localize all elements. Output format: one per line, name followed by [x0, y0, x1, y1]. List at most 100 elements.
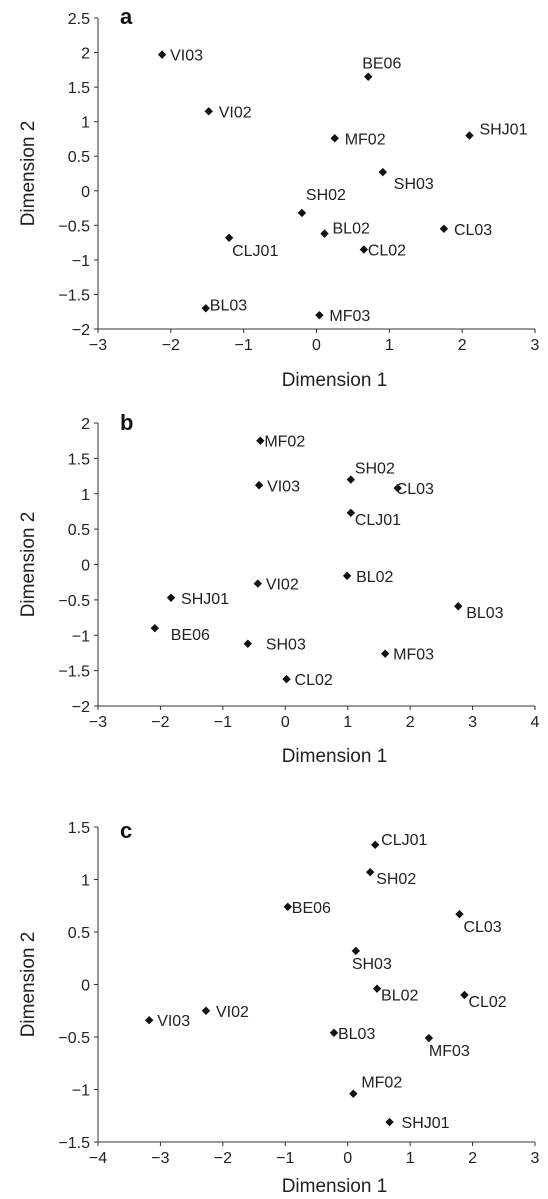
x-tick-label: 3 [531, 1150, 540, 1167]
y-tick-label: 1 [81, 873, 90, 890]
data-point-label: VI02 [219, 104, 252, 121]
data-point-label: BE06 [362, 56, 401, 73]
data-point-label: SHJ01 [181, 591, 229, 608]
y-tick-label: −0.5 [58, 218, 90, 235]
data-point-marker [372, 984, 382, 993]
x-tick-label: −2 [151, 714, 169, 731]
data-point-label: CL03 [454, 222, 492, 239]
data-point-marker [157, 50, 167, 59]
data-point-marker [329, 1028, 339, 1037]
data-point-label: BL02 [333, 221, 370, 238]
x-tick-label: 1 [406, 1150, 415, 1167]
data-point-marker [201, 1006, 211, 1015]
data-point-label: SH02 [306, 187, 346, 204]
y-tick-label: −0.5 [58, 1030, 90, 1047]
y-tick-label: −2 [72, 699, 90, 716]
x-tick-label: 3 [468, 714, 477, 731]
data-point-marker [330, 134, 339, 143]
y-tick-label: 0 [81, 558, 90, 575]
panel-letter: b [120, 410, 133, 435]
data-point-marker [204, 107, 213, 116]
data-point-label: BL03 [210, 297, 247, 314]
data-point-marker [297, 208, 307, 218]
data-point-marker [346, 508, 356, 518]
data-point-label: BE06 [171, 627, 210, 644]
y-tick-label: 1.5 [68, 80, 90, 97]
x-axis-title: Dimension 1 [282, 370, 388, 391]
x-tick-label: −2 [214, 1150, 232, 1167]
data-point-marker [150, 623, 160, 633]
data-point-label: SH03 [352, 956, 392, 973]
data-point-label: CLJ01 [355, 512, 401, 529]
data-point-marker [424, 1033, 434, 1043]
y-tick-label: −1 [72, 1083, 90, 1100]
data-point-marker [320, 229, 329, 238]
data-point-marker [454, 602, 463, 611]
data-point-marker [455, 909, 464, 919]
data-point-label: MF02 [361, 1075, 402, 1092]
data-point-label: CL02 [295, 672, 333, 689]
y-tick-label: 0 [81, 978, 90, 995]
y-tick-label: −1.5 [58, 1135, 90, 1152]
x-tick-label: 1 [343, 714, 352, 731]
data-point-marker [256, 436, 265, 445]
data-point-marker [315, 310, 324, 320]
y-tick-label: 1.5 [68, 820, 90, 837]
x-tick-label: 1 [385, 337, 394, 354]
data-point-label: MF03 [429, 1043, 470, 1060]
x-tick-label: 4 [531, 714, 540, 731]
y-axis-title: Dimension 2 [18, 932, 39, 1038]
data-point-label: MF03 [329, 308, 370, 325]
data-point-label: BE06 [292, 900, 331, 917]
y-tick-label: −1.5 [58, 287, 90, 304]
data-point-marker [365, 867, 375, 877]
x-tick-label: −3 [89, 714, 107, 731]
data-point-label: CLJ01 [232, 243, 278, 260]
data-point-marker [342, 571, 352, 581]
y-tick-label: 2 [81, 46, 90, 63]
y-tick-label: 1 [81, 115, 90, 132]
data-point-label: VI02 [266, 577, 299, 594]
data-point-label: SH02 [376, 871, 416, 888]
x-tick-label: −2 [162, 337, 180, 354]
data-point-marker [282, 674, 291, 684]
data-point-marker [359, 245, 369, 254]
x-axis-title: Dimension 1 [282, 1176, 388, 1197]
y-tick-label: −1.5 [58, 664, 90, 681]
data-point-label: CL02 [468, 994, 506, 1011]
data-point-marker [144, 1016, 154, 1025]
y-tick-label: −0.5 [58, 593, 90, 610]
data-point-label: VI03 [170, 48, 203, 65]
data-point-label: SH03 [394, 176, 434, 193]
data-point-marker [253, 579, 263, 588]
data-point-marker [224, 233, 234, 242]
x-tick-label: 2 [468, 1150, 477, 1167]
data-point-marker [385, 1117, 394, 1127]
data-point-label: CL03 [463, 919, 501, 936]
x-tick-label: −1 [214, 714, 232, 731]
x-axis-title: Dimension 1 [282, 746, 388, 767]
y-tick-label: 0.5 [68, 925, 90, 942]
y-tick-label: 2 [81, 416, 90, 433]
data-point-label: BL03 [466, 605, 503, 622]
panel-letter: c [120, 818, 132, 843]
x-tick-label: 0 [343, 1150, 352, 1167]
data-point-marker [460, 990, 469, 1000]
x-tick-label: 2 [458, 337, 467, 354]
data-point-marker [393, 483, 402, 493]
y-tick-label: 0 [81, 184, 90, 201]
y-tick-label: 2.5 [68, 11, 90, 28]
data-point-label: SHJ01 [479, 121, 527, 138]
y-tick-label: 0.5 [68, 149, 90, 166]
data-point-label: VI02 [216, 1004, 249, 1021]
y-tick-label: −2 [72, 322, 90, 339]
data-point-marker [364, 72, 373, 81]
data-point-label: VI03 [157, 1013, 190, 1030]
y-axis-title: Dimension 2 [18, 512, 39, 618]
data-point-label: CL03 [396, 481, 434, 498]
data-point-label: VI03 [267, 478, 300, 495]
x-tick-label: 0 [281, 714, 290, 731]
data-point-label: CLJ01 [381, 832, 427, 849]
data-point-label: MF02 [345, 131, 386, 148]
